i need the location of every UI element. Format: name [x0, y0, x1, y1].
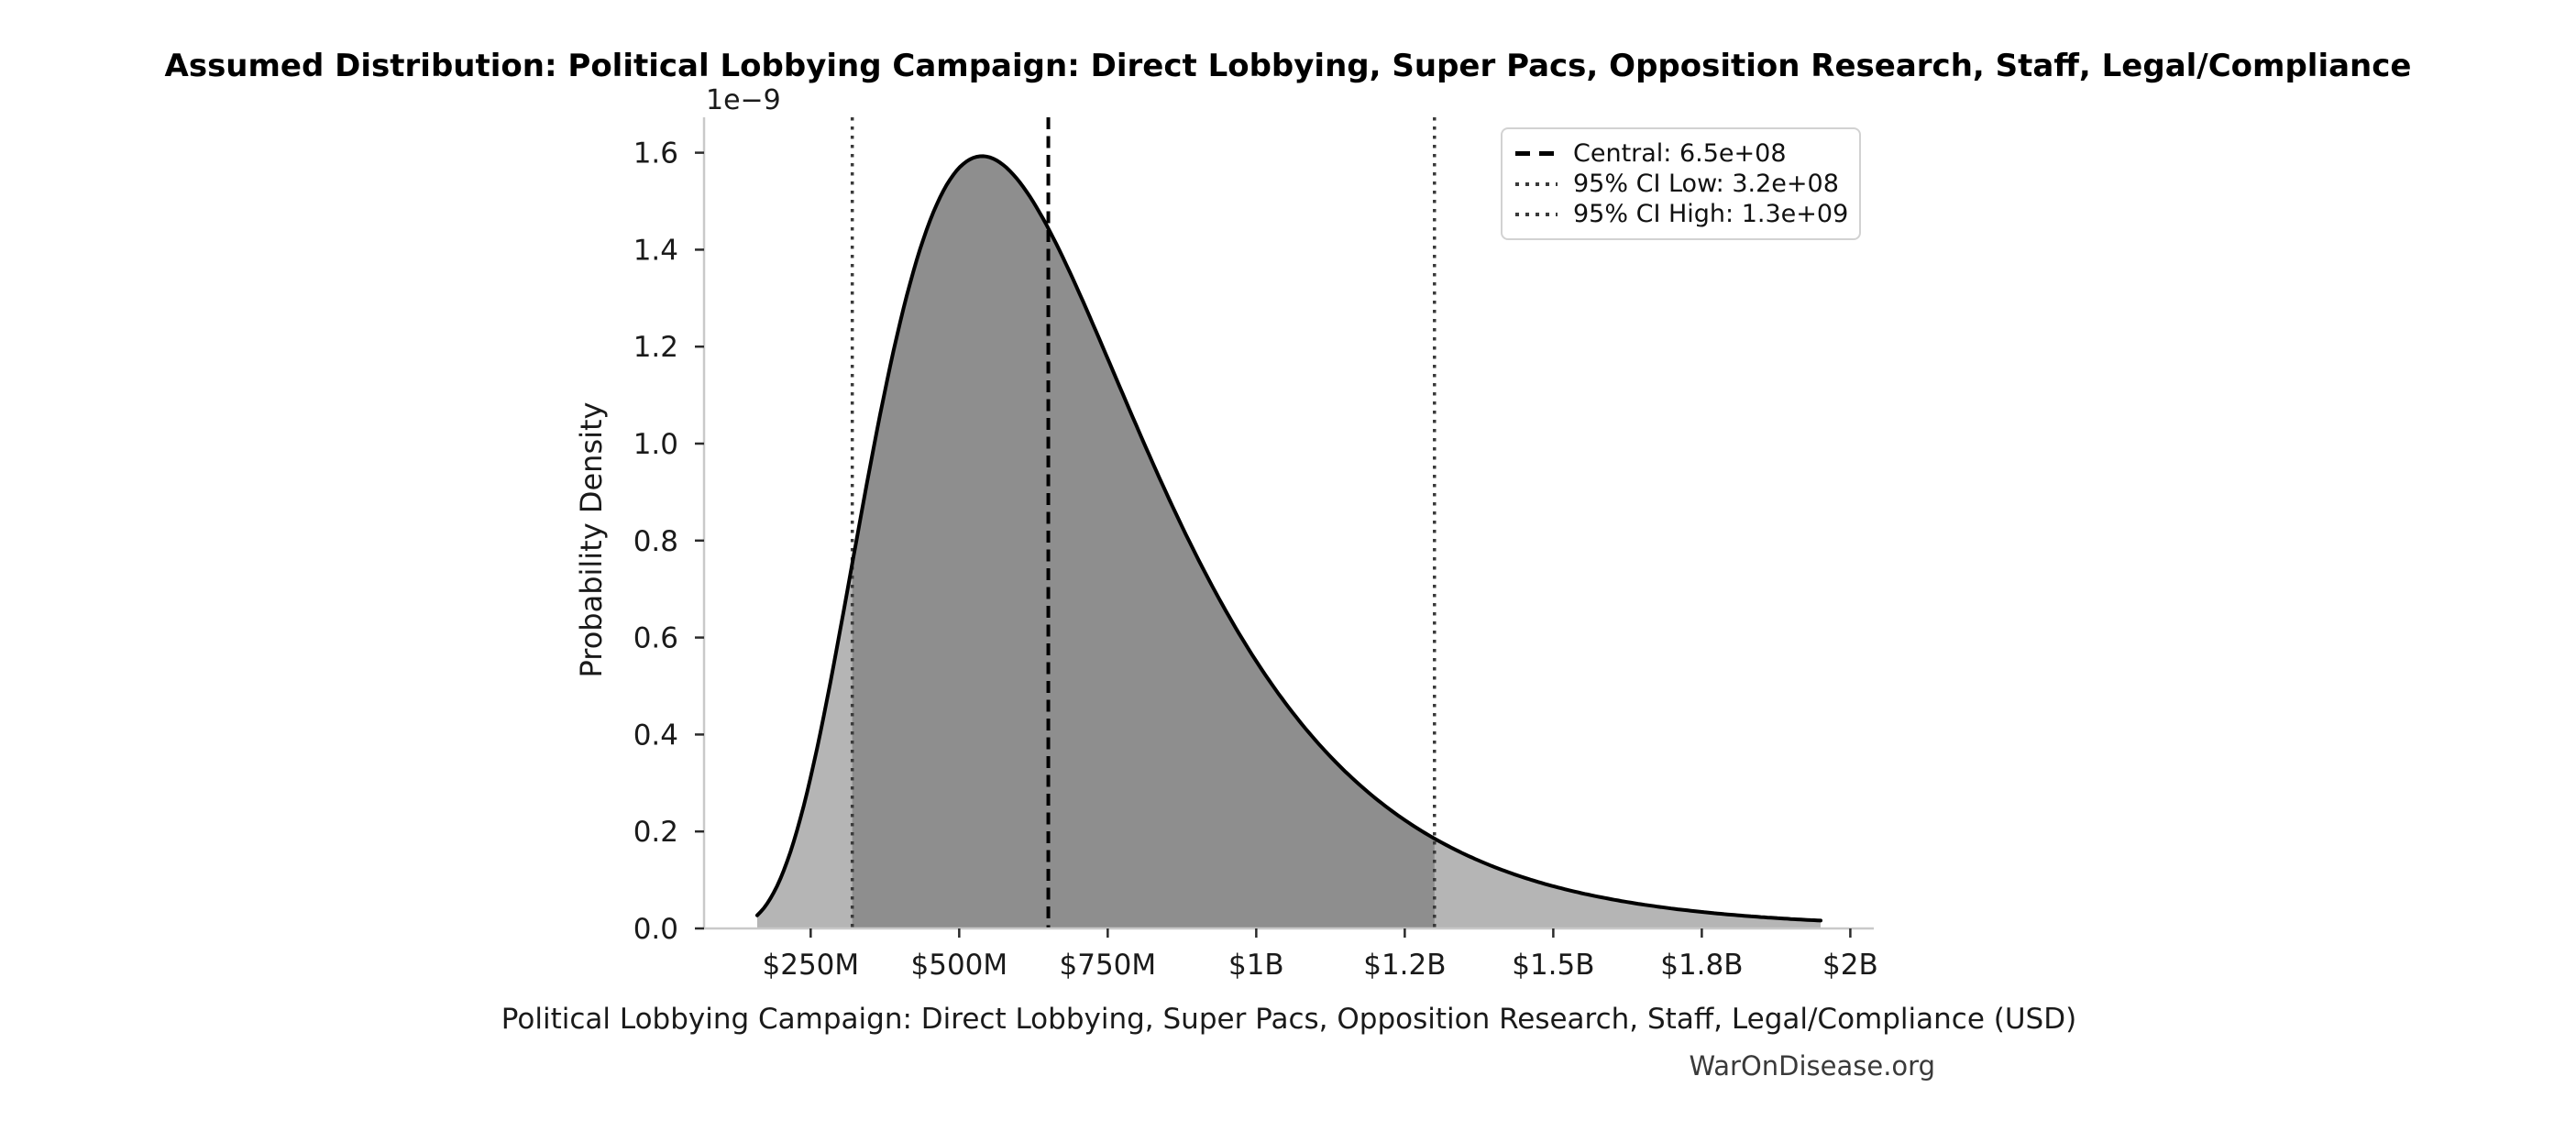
x-axis-label: Political Lobbying Campaign: Direct Lobb… [501, 1003, 2077, 1036]
ci-region-fill [852, 156, 1435, 928]
legend-entry-label: 95% CI Low: 3.2e+08 [1573, 170, 1839, 198]
x-axis-tick-label: $1.5B [1512, 949, 1594, 982]
legend-entry-1: 95% CI Low: 3.2e+08 [1515, 170, 1846, 198]
x-axis-tick-label: $2B [1822, 949, 1878, 982]
watermark: WarOnDisease.org [1689, 1050, 1935, 1082]
y-axis-tick-label: 1.0 [633, 428, 678, 461]
y-axis-tick-label: 1.2 [633, 331, 678, 364]
y-axis-tick-label: 1.6 [633, 137, 678, 170]
legend-entry-0: Central: 6.5e+08 [1515, 139, 1846, 168]
density-curve [755, 154, 1822, 923]
y-axis-tick-label: 0.2 [633, 816, 678, 849]
x-axis-tick-label: $1B [1228, 949, 1284, 982]
x-axis-tick-label: $1.8B [1660, 949, 1743, 982]
legend-dotted-line-sample [1515, 212, 1558, 216]
legend: Central: 6.5e+08 95% CI Low: 3.2e+08 95% C… [1501, 127, 1861, 240]
x-axis-tick-label: $1.2B [1363, 949, 1446, 982]
x-axis-tick-label: $250M [763, 949, 860, 982]
legend-entry-2: 95% CI High: 1.3e+09 [1515, 200, 1849, 228]
legend-entry-label: 95% CI High: 1.3e+09 [1573, 200, 1849, 228]
x-axis-tick-label: $500M [911, 949, 1008, 982]
legend-dotted-line-sample [1515, 181, 1558, 186]
y-axis-tick-label: 0.8 [633, 525, 678, 558]
legend-entry-label: Central: 6.5e+08 [1573, 139, 1787, 168]
y-axis-offset-label: 1e−9 [706, 84, 781, 116]
legend-dashed-line-sample [1515, 151, 1558, 156]
y-axis-tick-label: 0.0 [633, 913, 678, 946]
chart-title: Assumed Distribution: Political Lobbying… [164, 48, 2412, 84]
y-axis-tick-label: 0.4 [633, 719, 678, 752]
x-axis-tick-label: $750M [1060, 949, 1157, 982]
y-axis-tick-label: 0.6 [633, 622, 678, 655]
y-axis-tick-label: 1.4 [633, 234, 678, 267]
